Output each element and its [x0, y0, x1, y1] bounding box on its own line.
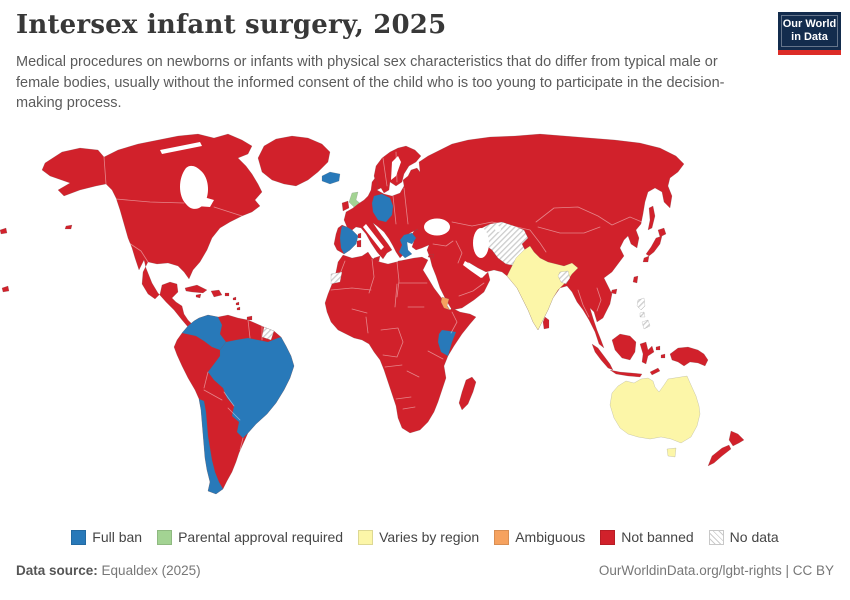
java-region[interactable]: [609, 369, 643, 378]
australia-region[interactable]: [609, 375, 701, 444]
cyprus-region[interactable]: [427, 253, 435, 259]
lesser-antilles-region[interactable]: [232, 296, 241, 311]
no-data-label: No data: [729, 529, 779, 545]
hispaniola-region[interactable]: [210, 289, 223, 298]
new-zealand-north-region[interactable]: [728, 430, 745, 447]
aleutians-region[interactable]: [64, 224, 73, 230]
caspian-sea: [473, 228, 489, 258]
adriatic-sea: [363, 224, 384, 250]
moluccas-island-2[interactable]: [660, 353, 666, 359]
sumatra-region[interactable]: [591, 343, 614, 371]
not-banned-swatch: [600, 529, 616, 545]
owid-logo-inner: Our World in Data: [781, 15, 838, 47]
japan-honshu-region[interactable]: [645, 235, 663, 257]
iceland-region[interactable]: [321, 171, 341, 185]
india-region[interactable]: [506, 245, 579, 331]
madagascar-region[interactable]: [458, 376, 477, 411]
fiji-fragment-2[interactable]: [0, 227, 8, 235]
data-source-label: Data source:: [16, 563, 98, 578]
owid-logo[interactable]: Our World in Data: [778, 12, 841, 55]
chile-region[interactable]: [198, 398, 224, 495]
footer: Data source: Equaldex (2025) OurWorldinD…: [0, 563, 850, 578]
cuba-region[interactable]: [184, 284, 208, 294]
data-source: Data source: Equaldex (2025): [16, 563, 201, 578]
sulawesi-region[interactable]: [639, 341, 655, 365]
borneo-region[interactable]: [611, 333, 637, 361]
africa-region[interactable]: [324, 251, 477, 434]
full-ban-swatch: [71, 529, 87, 545]
japan-kyushu-region[interactable]: [642, 255, 650, 263]
taiwan-region[interactable]: [632, 275, 639, 284]
western-sahara-region[interactable]: [330, 271, 343, 285]
varies-swatch: [358, 529, 374, 545]
ireland-region[interactable]: [341, 200, 350, 212]
parental-approval-label: Parental approval required: [178, 529, 344, 545]
varies-label: Varies by region: [379, 529, 480, 545]
sardinia-region[interactable]: [356, 239, 362, 248]
timor-region[interactable]: [649, 367, 661, 376]
credit-link[interactable]: OurWorldinData.org/lgbt-rights | CC BY: [598, 563, 834, 578]
sakhalin-region[interactable]: [647, 205, 656, 231]
page-subtitle: Medical procedures on newborns or infant…: [16, 54, 725, 112]
ambiguous-label: Ambiguous: [515, 529, 586, 545]
tasmania-region[interactable]: [666, 447, 677, 458]
spain-region[interactable]: [339, 225, 359, 255]
philippines-mindanao-region[interactable]: [641, 319, 651, 330]
black-sea: [424, 218, 450, 236]
puerto-rico-region[interactable]: [224, 292, 230, 297]
bangladesh-region[interactable]: [557, 270, 571, 285]
kenya-region[interactable]: [437, 329, 457, 357]
greece-region[interactable]: [398, 232, 417, 259]
owid-logo-line2: in Data: [791, 31, 828, 43]
fiji-fragment-1[interactable]: [1, 285, 10, 293]
ambiguous-swatch: [494, 529, 510, 545]
map-legend: Full ban Parental approval required Vari…: [0, 529, 850, 545]
japan-hokkaido-region[interactable]: [657, 227, 667, 238]
jamaica-region[interactable]: [195, 293, 202, 299]
page-title: Intersex infant surgery, 2025: [16, 10, 447, 40]
legend-item-no-data[interactable]: No data: [708, 529, 779, 545]
great-lakes: [186, 196, 214, 207]
north-america-region[interactable]: [41, 133, 263, 332]
suriname-region[interactable]: [261, 326, 275, 341]
eritrea-region[interactable]: [440, 296, 451, 311]
country-borders: [103, 151, 643, 451]
trinidad-region[interactable]: [246, 315, 253, 321]
corsica-region[interactable]: [357, 232, 362, 239]
brazil-region[interactable]: [207, 336, 295, 439]
gulf-of-bothnia: [391, 156, 401, 180]
greenland-region[interactable]: [257, 135, 331, 187]
hainan-region[interactable]: [610, 288, 618, 295]
legend-item-full-ban[interactable]: Full ban: [71, 529, 142, 545]
no-data-swatch: [708, 529, 724, 545]
owid-logo-stripe: [778, 50, 841, 55]
legend-item-not-banned[interactable]: Not banned: [600, 529, 694, 545]
not-banned-label: Not banned: [621, 529, 694, 545]
legend-item-varies[interactable]: Varies by region: [358, 529, 479, 545]
new-guinea-region[interactable]: [669, 346, 709, 367]
legend-item-ambiguous[interactable]: Ambiguous: [494, 529, 585, 545]
sri-lanka-region[interactable]: [542, 316, 550, 330]
aral-sea: [495, 226, 501, 232]
philippines-visayas-region[interactable]: [639, 311, 646, 318]
data-source-text: Equaldex (2025): [101, 563, 201, 578]
colombia-region[interactable]: [181, 314, 227, 351]
moluccas-island-1[interactable]: [655, 345, 661, 351]
arctic-channel: [160, 142, 202, 154]
full-ban-label: Full ban: [92, 529, 143, 545]
owid-logo-line1: Our World: [782, 17, 837, 30]
parental-approval-swatch: [157, 529, 173, 545]
new-zealand-south-region[interactable]: [707, 444, 732, 467]
philippines-luzon-region[interactable]: [636, 297, 646, 311]
persian-gulf: [463, 261, 485, 278]
legend-item-parental-approval[interactable]: Parental approval required: [157, 529, 343, 545]
germany-region[interactable]: [371, 193, 394, 223]
